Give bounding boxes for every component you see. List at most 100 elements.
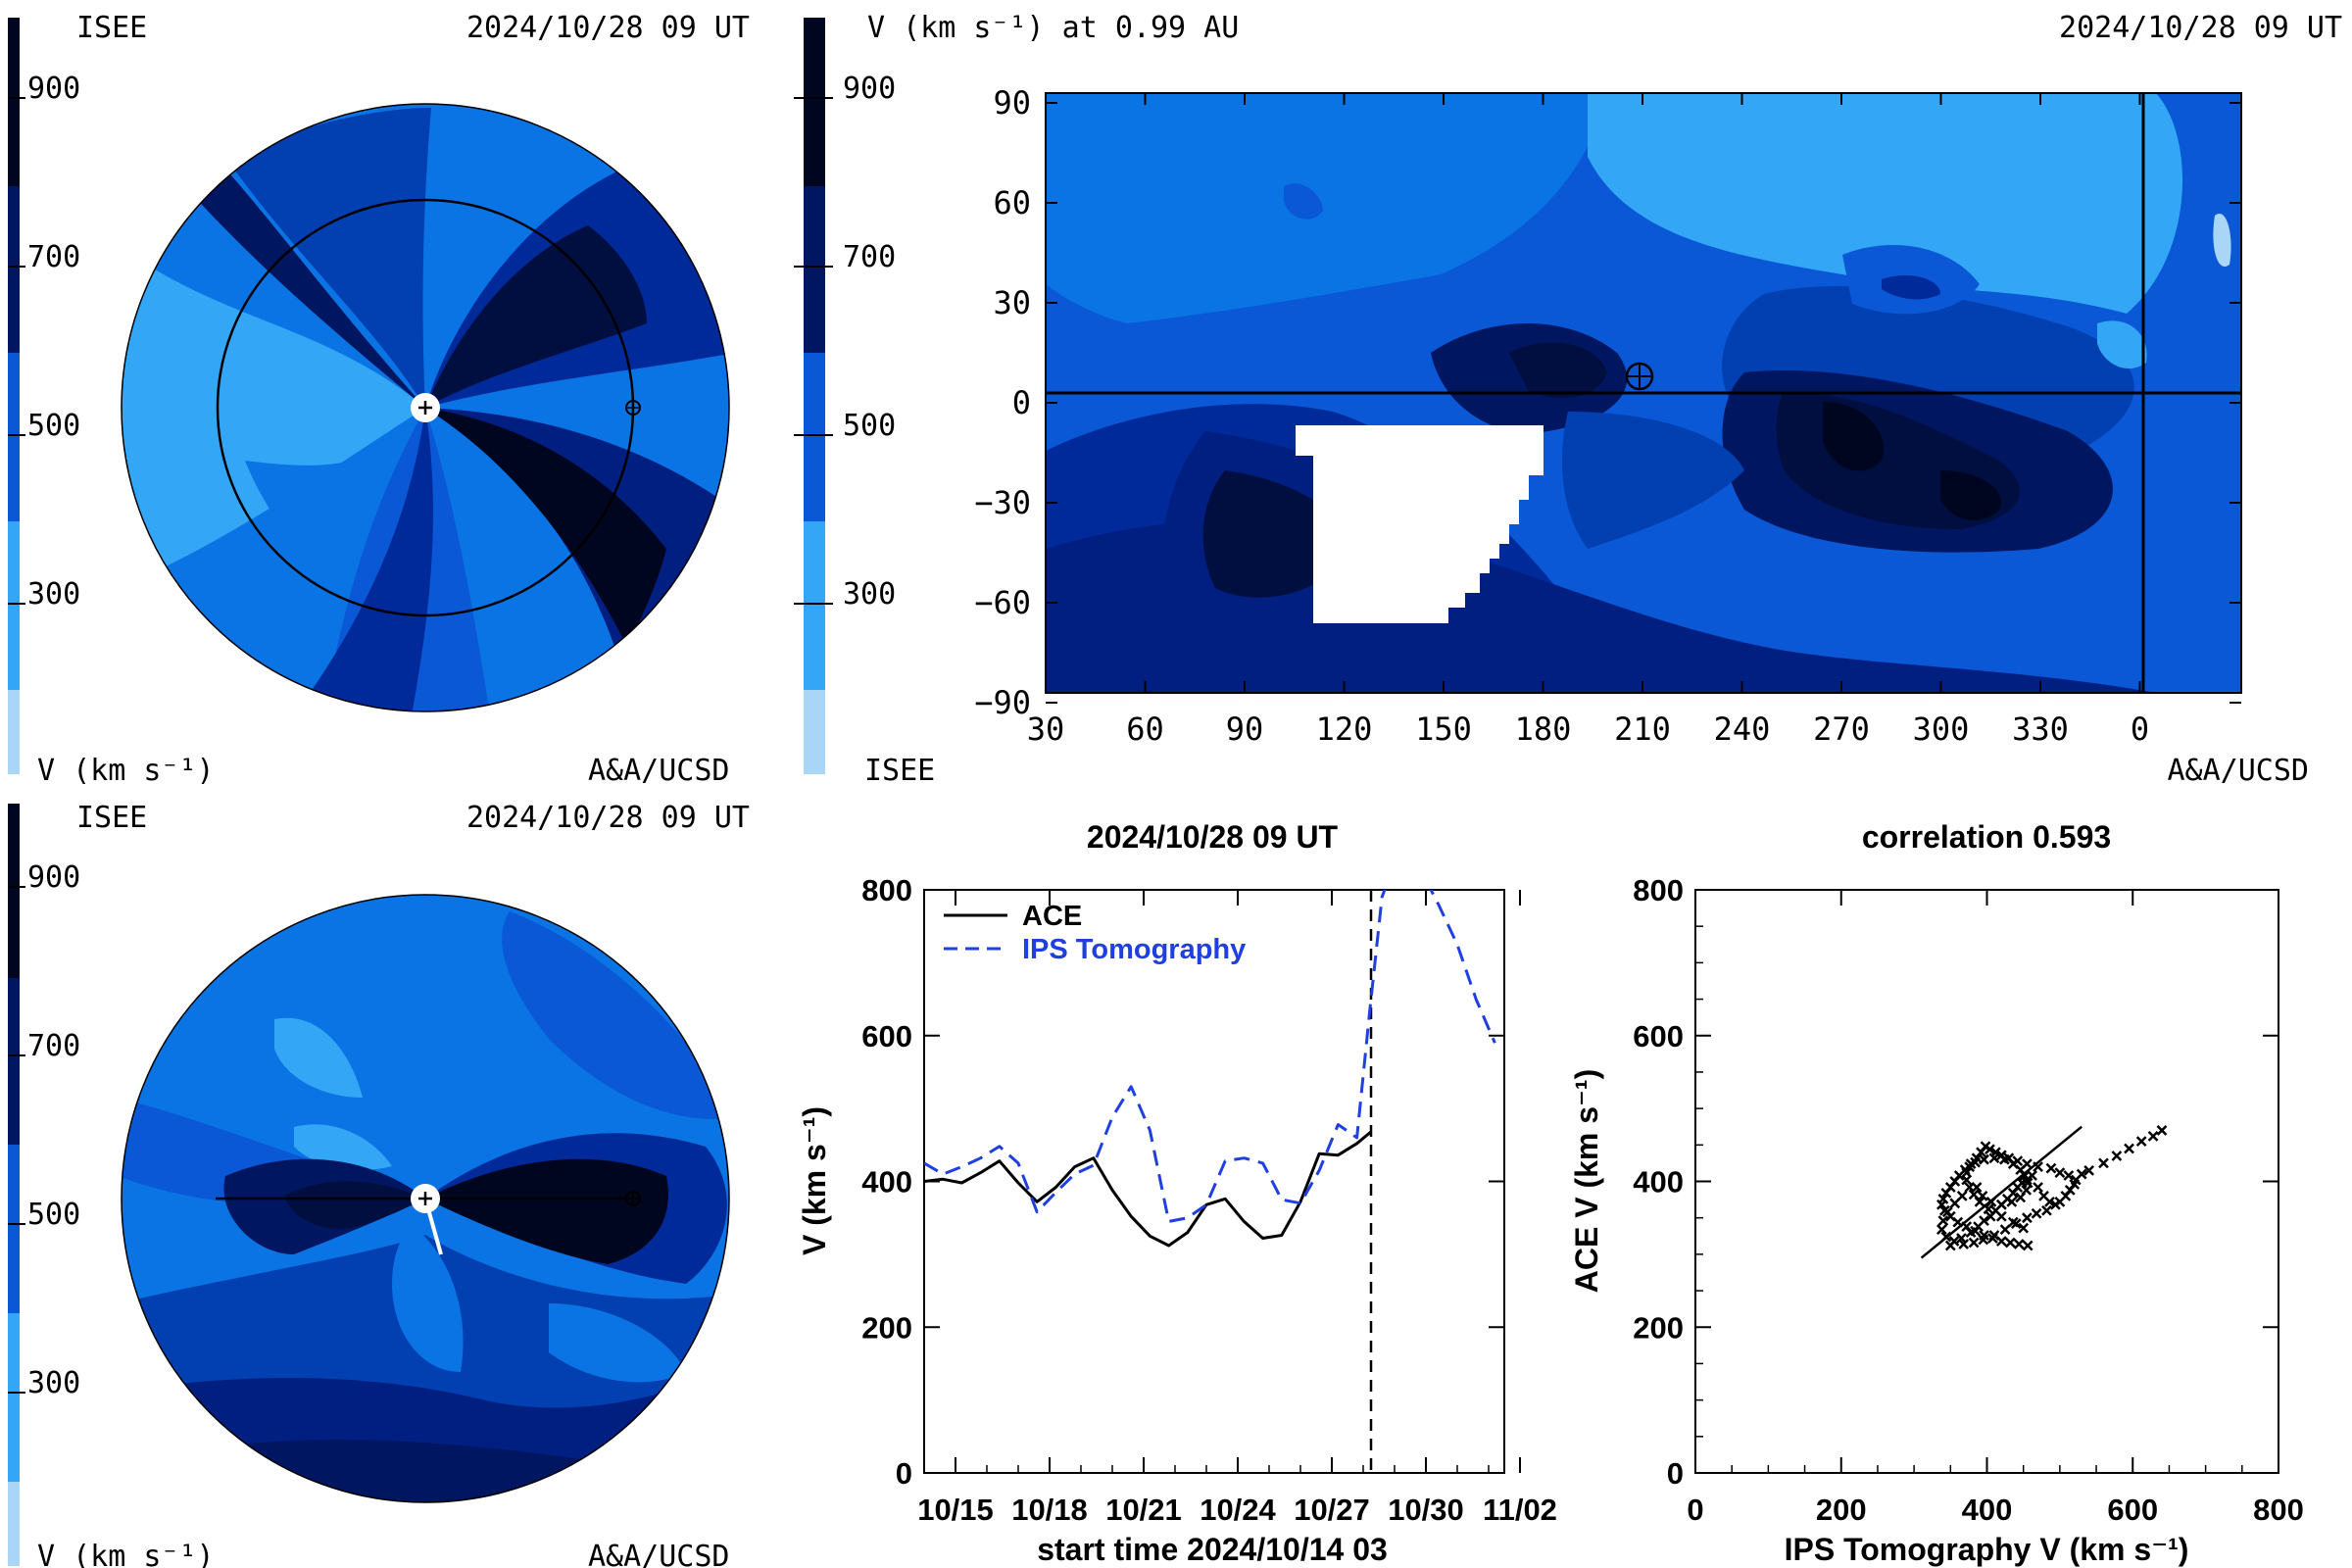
scatter-point: [1988, 1152, 2000, 1164]
scatter-point: [2135, 1136, 2147, 1147]
x-tick-label: 200: [1816, 1493, 1867, 1527]
x-tick-label: 10/21: [1105, 1493, 1182, 1527]
sun-icon: [411, 1184, 440, 1213]
map-x-tick-label: 30: [1027, 710, 1065, 748]
scatter-point: [1995, 1210, 2007, 1222]
colorbar-tick-900: 900: [27, 860, 80, 895]
scatter-point: [1937, 1215, 1949, 1227]
colorbar-tick-500: 500: [843, 409, 896, 443]
synoptic-map-panel: 900 700 500 300 V (km s⁻¹) at 0.99 AU 20…: [794, 11, 2342, 788]
meridional-speed-panel: 900 700 500 300 ISEE 2024/10/28 09 UT V …: [8, 801, 750, 1568]
colorbar-left-bottom: 900 700 500 300: [8, 804, 80, 1566]
scatter-point: [2098, 1157, 2109, 1169]
scatter-point: [2033, 1161, 2043, 1173]
x-tick-label: 11/02: [1483, 1493, 1557, 1527]
x-tick-label: 600: [2107, 1493, 2158, 1527]
scatter-point: [1999, 1224, 2011, 1235]
colorbar-unit-label: V (km s⁻¹): [37, 1540, 215, 1568]
timestamp: 2024/10/28 09 UT: [466, 801, 750, 835]
scatter-point: [2006, 1196, 2018, 1207]
map-y-tick-label: 30: [993, 284, 1031, 321]
credit-label: A&A/UCSD: [588, 1540, 730, 1568]
scatter-point: [2010, 1218, 2022, 1230]
scatter-point: [2083, 1164, 2095, 1176]
series-line-ips-tomography: [924, 890, 1496, 1223]
map-x-tick-label: 180: [1515, 710, 1572, 748]
earth-icon: [1625, 362, 1654, 391]
map-x-tick-label: 90: [1226, 710, 1264, 748]
scatter-point: [2019, 1170, 2031, 1181]
map-x-tick-label: 210: [1614, 710, 1671, 748]
scatter-point: [1971, 1182, 1983, 1193]
scatter-point: [2022, 1212, 2033, 1224]
map-y-tick-label: 0: [1012, 384, 1031, 421]
scatter-point: [2063, 1170, 2075, 1181]
y-axis-label: ACE V (km s⁻¹): [1569, 1069, 1604, 1293]
sun-icon: [411, 393, 440, 422]
scatter-point: [1995, 1199, 2007, 1210]
scatter-point: [1998, 1153, 2010, 1165]
scatter-point: [1979, 1215, 1989, 1227]
map-x-tick-label: 150: [1415, 710, 1472, 748]
scatter-point: [1949, 1198, 1961, 1209]
earth-icon: [625, 1191, 641, 1206]
map-title: V (km s⁻¹) at 0.99 AU: [867, 11, 1239, 45]
agency-label: ISEE: [76, 801, 147, 835]
x-tick-label: 10/24: [1200, 1493, 1276, 1527]
scatter-point: [2004, 1237, 2016, 1249]
scatter-axes: 0 200 400 600 800 0 200 400 600 800: [1633, 873, 2304, 1527]
scatter-point: [1970, 1225, 1981, 1237]
y-tick-label: 200: [1633, 1310, 1684, 1345]
map-y-tick-label: −90: [974, 684, 1031, 721]
timestamp: 2024/10/28 09 UT: [2059, 11, 2342, 45]
x-tick-label: 10/15: [917, 1493, 994, 1527]
scatter-point: [1940, 1188, 1952, 1199]
scatter-point: [1970, 1156, 1981, 1168]
scatter-point: [1958, 1239, 1970, 1250]
earth-icon: [625, 400, 641, 416]
x-tick-label: 400: [1962, 1493, 2013, 1527]
colorbar-tick-500: 500: [27, 409, 80, 443]
map-x-tick-label: 120: [1316, 710, 1373, 748]
scatter-point: [1968, 1189, 1980, 1200]
y-tick-label: 0: [1667, 1456, 1684, 1491]
x-tick-label: 10/18: [1011, 1493, 1088, 1527]
map-axis-ticks: 30 60 90 120 150 180 210 240 270 300 330 09060300−3…: [974, 84, 2241, 748]
x-tick-label: 10/30: [1388, 1493, 1464, 1527]
scatter-point: [1961, 1221, 1973, 1232]
chart-title: correlation 0.593: [1862, 819, 2111, 855]
map-y-tick-label: −30: [974, 484, 1031, 521]
credit-label: A&A/UCSD: [588, 754, 730, 788]
scatter-panel: correlation 0.593 0 200 400 600 800 0 200 400 60…: [1569, 819, 2304, 1567]
scatter-point: [2156, 1125, 2168, 1136]
scatter-point: [1956, 1233, 1967, 1244]
colorbar-unit-label: V (km s⁻¹): [37, 754, 215, 788]
y-tick-label: 600: [861, 1019, 912, 1054]
colorbar-tick-700: 700: [843, 240, 896, 274]
map-y-tick-label: 90: [993, 84, 1031, 122]
x-tick-label: 800: [2253, 1493, 2304, 1527]
scatter-point: [1961, 1167, 1973, 1178]
scatter-point: [2041, 1204, 2052, 1216]
y-tick-label: 0: [896, 1456, 912, 1491]
colorbar-tick-300: 300: [843, 577, 896, 612]
y-tick-label: 800: [861, 873, 912, 907]
legend: ACE IPS Tomography: [944, 901, 1246, 965]
scatter-point: [2076, 1168, 2087, 1180]
scatter-point: [1952, 1216, 1964, 1228]
scatter-point: [2031, 1207, 2042, 1219]
scatter-point: [1985, 1196, 1997, 1207]
time-series-panel: 2024/10/28 09 UT 0 200 400 600 800 10/15 10/18…: [797, 819, 1557, 1567]
scatter-point: [1979, 1153, 1989, 1165]
colorbar-tick-900: 900: [843, 72, 896, 106]
legend-ips: IPS Tomography: [1022, 934, 1246, 965]
time-series-plot: [924, 890, 1496, 1473]
map-x-tick-label: 60: [1126, 710, 1164, 748]
y-tick-label: 200: [861, 1310, 912, 1345]
x-tick-label: 0: [1687, 1493, 1703, 1527]
scatter-point: [2045, 1162, 2057, 1174]
y-tick-label: 400: [1633, 1165, 1684, 1200]
map-x-tick-label: 300: [1913, 710, 1970, 748]
colorbar-left-top: 900 700 500 300: [8, 18, 80, 774]
